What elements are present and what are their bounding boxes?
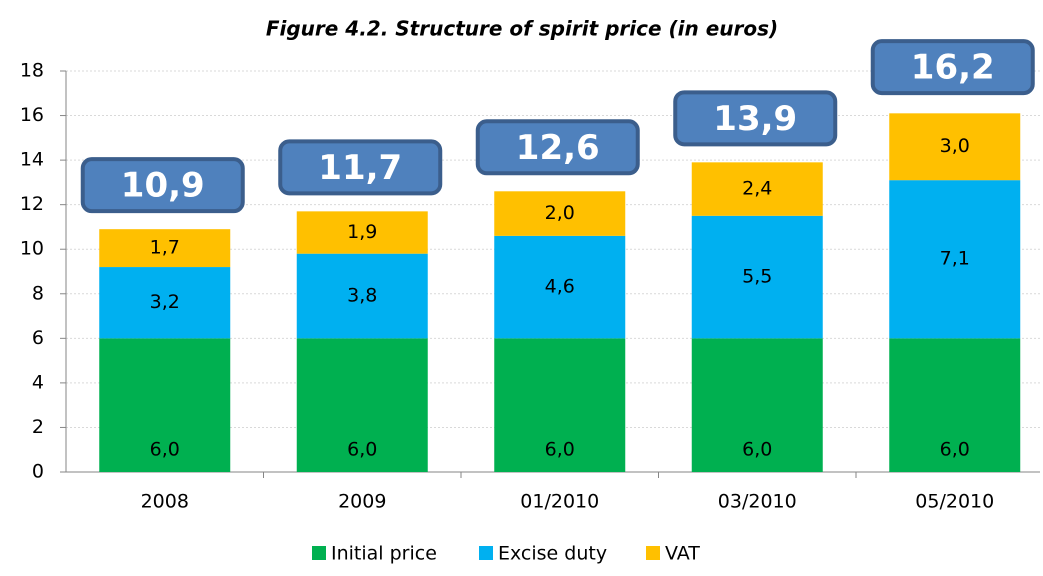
total-callout <box>278 139 443 196</box>
value-label: 6,0 <box>347 439 377 461</box>
value-label: 3,0 <box>940 135 970 157</box>
value-label: 6,0 <box>742 439 772 461</box>
bar-segment <box>99 338 231 472</box>
bar-segment <box>296 338 428 472</box>
legend-swatch <box>312 546 326 560</box>
bar-segment <box>889 113 1021 181</box>
bar-segment <box>494 191 626 236</box>
bar-segment <box>494 235 626 339</box>
y-tick-label: 18 <box>20 60 44 82</box>
y-tick-label: 16 <box>20 104 44 126</box>
bar-segment <box>889 338 1021 472</box>
bar-segment <box>296 211 428 254</box>
x-tick-label: 03/2010 <box>718 491 797 513</box>
value-label: 6,0 <box>150 439 180 461</box>
legend-swatch <box>479 546 493 560</box>
total-label: 13,9 <box>713 99 797 139</box>
legend-label: Excise duty <box>498 543 607 565</box>
value-label: 4,6 <box>545 276 575 298</box>
value-label: 2,4 <box>742 178 772 200</box>
x-tick-label: 2009 <box>338 491 386 513</box>
value-label: 1,7 <box>150 237 180 259</box>
y-tick-label: 6 <box>32 327 44 349</box>
legend-label: VAT <box>665 543 700 565</box>
total-callout <box>673 90 838 147</box>
y-tick-label: 4 <box>32 371 44 393</box>
total-callout <box>80 157 245 214</box>
bar-segment <box>99 229 231 268</box>
total-callout <box>870 39 1035 96</box>
value-label: 2,0 <box>545 202 575 224</box>
y-tick-label: 10 <box>20 238 44 260</box>
bar-segment <box>296 253 428 339</box>
y-tick-label: 12 <box>20 193 44 215</box>
x-tick-label: 2008 <box>141 491 189 513</box>
value-label: 3,2 <box>150 291 180 313</box>
y-tick-label: 14 <box>20 149 44 171</box>
y-tick-label: 8 <box>32 282 44 304</box>
total-label: 10,9 <box>121 166 205 206</box>
value-label: 1,9 <box>347 221 377 243</box>
total-label: 12,6 <box>516 128 600 168</box>
value-label: 3,8 <box>347 285 377 307</box>
value-label: 6,0 <box>940 439 970 461</box>
y-tick-label: 0 <box>32 461 44 483</box>
value-label: 7,1 <box>940 248 970 270</box>
bar-segment <box>99 267 231 339</box>
total-callout <box>475 119 640 176</box>
chart-title: Figure 4.2. Structure of spirit price (i… <box>266 17 778 41</box>
bar-segment <box>889 180 1021 339</box>
legend-label: Initial price <box>331 543 437 565</box>
total-label: 16,2 <box>911 48 995 88</box>
bar-segment <box>691 215 823 339</box>
bar-segment <box>691 162 823 216</box>
value-label: 5,5 <box>742 266 772 288</box>
x-tick-label: 05/2010 <box>915 491 994 513</box>
x-tick-label: 01/2010 <box>520 491 599 513</box>
value-label: 6,0 <box>545 439 575 461</box>
bar-segment <box>494 338 626 472</box>
total-label: 11,7 <box>318 148 402 188</box>
y-tick-label: 2 <box>32 416 44 438</box>
bar-segment <box>691 338 823 472</box>
legend-swatch <box>646 546 660 560</box>
